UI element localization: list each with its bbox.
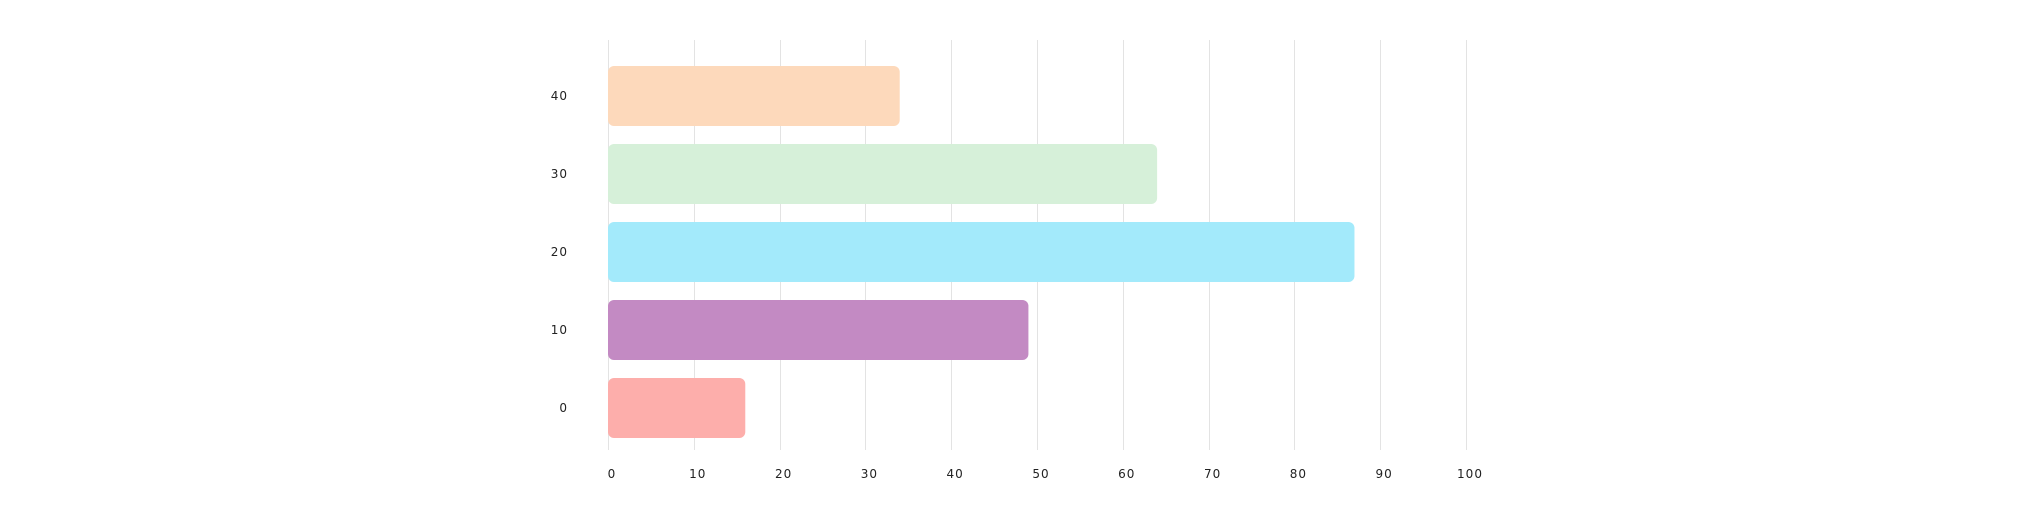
y-tick-label: 10 <box>551 323 568 337</box>
x-tick-label: 0 <box>608 467 617 481</box>
bar-30 <box>608 144 1158 204</box>
bar-40 <box>608 66 900 126</box>
bar-10 <box>608 300 1029 360</box>
y-axis-tick-labels: 40 30 20 10 0 <box>551 89 568 415</box>
y-tick-label: 30 <box>551 167 568 181</box>
bar-0 <box>608 378 746 438</box>
x-tick-label: 40 <box>947 467 964 481</box>
y-tick-label: 0 <box>559 401 568 415</box>
y-tick-label: 20 <box>551 245 568 259</box>
x-tick-label: 90 <box>1376 467 1393 481</box>
x-axis-tick-labels: 0 10 20 30 40 50 60 70 80 90 100 <box>608 467 1483 481</box>
x-tick-label: 50 <box>1032 467 1049 481</box>
x-tick-label: 60 <box>1118 467 1135 481</box>
y-tick-label: 40 <box>551 89 568 103</box>
x-tick-label: 20 <box>775 467 792 481</box>
x-tick-label: 10 <box>689 467 706 481</box>
x-tick-label: 70 <box>1204 467 1221 481</box>
bar-20 <box>608 222 1355 282</box>
x-tick-label: 100 <box>1457 467 1483 481</box>
x-tick-label: 30 <box>861 467 878 481</box>
x-tick-label: 80 <box>1290 467 1307 481</box>
chart-bars <box>608 66 1355 438</box>
